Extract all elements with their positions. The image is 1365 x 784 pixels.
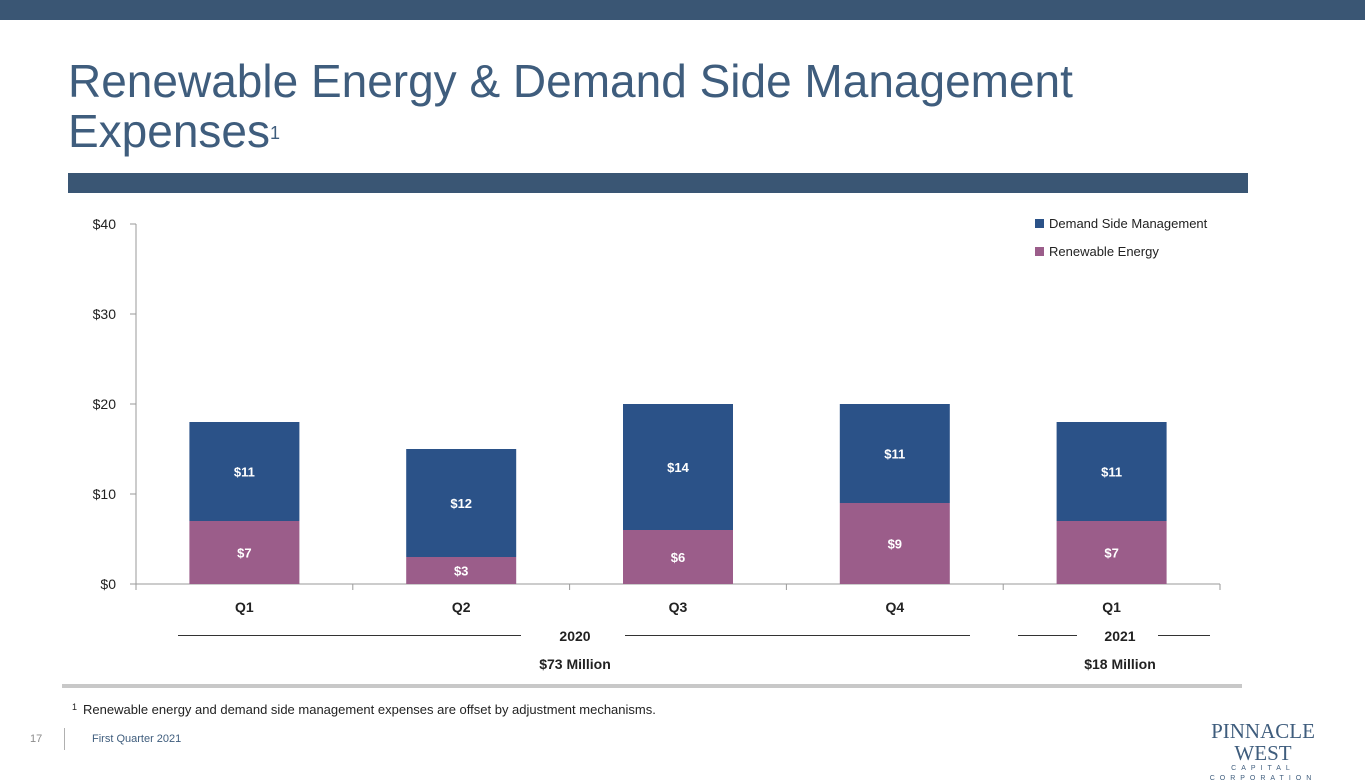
group-2020-label: 2020 (559, 628, 591, 644)
footer-divider (64, 728, 65, 750)
data-label: $6 (671, 550, 685, 565)
bar-renewable-energy (406, 557, 517, 584)
top-accent-bar (0, 0, 1365, 20)
y-tick-label: $10 (93, 486, 117, 502)
bar-demand-side-management (189, 422, 300, 521)
data-label: $11 (884, 447, 905, 462)
slide-title: Renewable Energy & Demand Side Managemen… (68, 56, 1268, 156)
group-2020-total: $73 Million (539, 656, 611, 672)
page-number: 17 (30, 733, 43, 745)
footnote: 1 Renewable energy and demand side manage… (72, 702, 656, 717)
data-label: $7 (1104, 546, 1118, 561)
legend-swatch (1035, 247, 1044, 256)
bar-renewable-energy (1056, 521, 1167, 584)
bar-renewable-energy (189, 521, 300, 584)
data-label: $7 (237, 546, 251, 561)
x-category-label: Q3 (669, 599, 688, 615)
data-label: $11 (1101, 465, 1122, 480)
legend-label: Demand Side Management (1049, 216, 1208, 231)
bar-demand-side-management (839, 404, 950, 503)
legend-swatch (1035, 219, 1044, 228)
footnote-text: Renewable energy and demand side managem… (83, 702, 656, 717)
data-label: $3 (454, 564, 468, 579)
stacked-bar-chart: $0 $10 $20 $30 $40 $7 $11 Q1 $3 $12 Q2 $6 $14 Q3 $9 $11… (93, 216, 1221, 615)
title-rule (68, 173, 1248, 193)
y-tick-label: $40 (93, 216, 117, 232)
group-2021-total: $18 Million (1084, 656, 1156, 672)
logo-main-text: PINNACLE WEST (1211, 719, 1315, 765)
x-category-label: Q2 (452, 599, 471, 615)
data-label: $9 (888, 537, 902, 552)
legend-label: Renewable Energy (1049, 244, 1159, 259)
footnote-marker: 1 (72, 702, 78, 712)
group-2020-line-right (625, 635, 970, 636)
company-logo: PINNACLE WEST CAPITAL CORPORATION (1188, 720, 1338, 784)
logo-sub-text: CAPITAL CORPORATION (1209, 765, 1317, 782)
x-category-label: Q4 (885, 599, 904, 615)
footer-text: First Quarter 2021 (92, 733, 182, 745)
bar-demand-side-management (406, 449, 517, 557)
bar-demand-side-management (1056, 422, 1167, 521)
bar-renewable-energy (623, 530, 733, 584)
group-2021-label: 2021 (1104, 628, 1136, 644)
y-tick-label: $0 (100, 576, 116, 592)
data-label: $12 (450, 496, 472, 511)
bar-renewable-energy (839, 503, 950, 584)
data-label: $11 (234, 465, 255, 480)
group-2021-line-right (1158, 635, 1210, 636)
data-label: $14 (667, 460, 689, 475)
y-tick-label: $20 (93, 396, 117, 412)
title-footnote-marker: 1 (270, 123, 281, 143)
group-2020-line-left (178, 635, 521, 636)
y-tick-label: $30 (93, 306, 117, 322)
title-text: Renewable Energy & Demand Side Managemen… (68, 55, 1073, 157)
x-category-label: Q1 (1102, 599, 1121, 615)
x-category-label: Q1 (235, 599, 254, 615)
footnote-rule (62, 684, 1242, 688)
bar-demand-side-management (623, 404, 733, 530)
group-2021-line-left (1018, 635, 1077, 636)
